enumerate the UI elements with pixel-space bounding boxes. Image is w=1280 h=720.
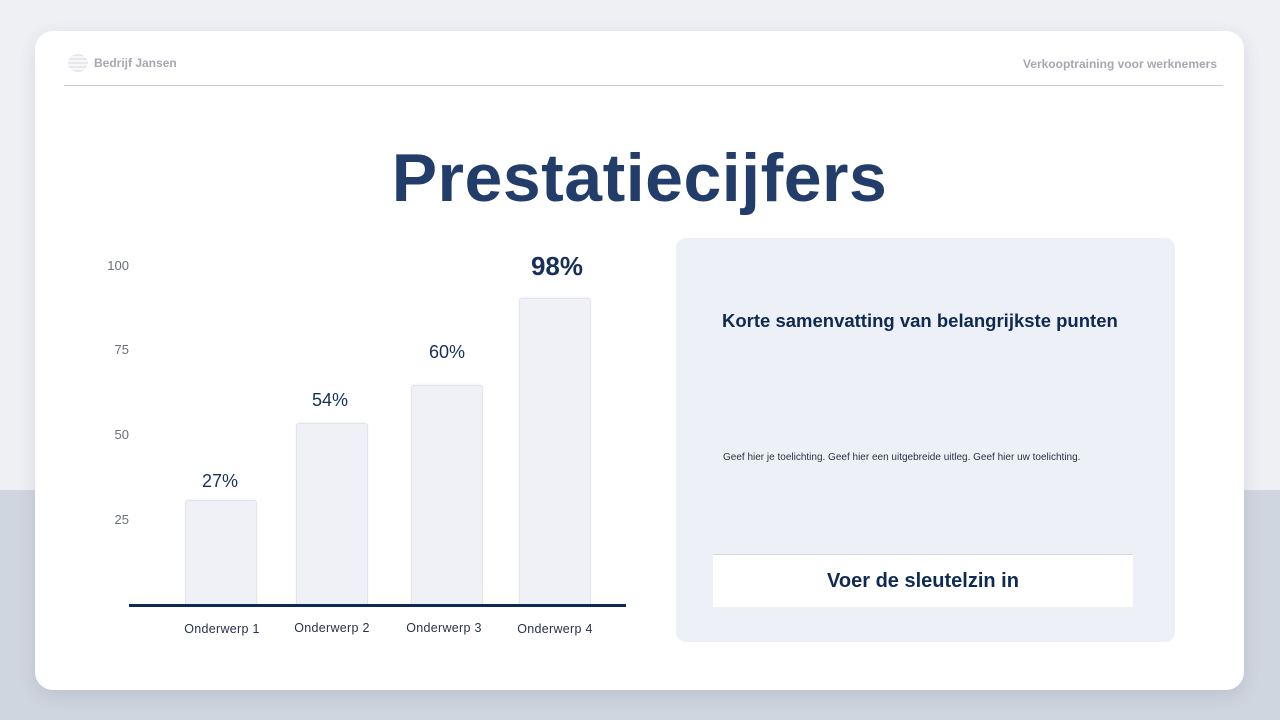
bar-value-label: 27% <box>201 471 239 491</box>
y-tick-75: 75 <box>114 342 129 357</box>
bar-value-label: 54% <box>311 390 349 410</box>
summary-panel: Korte samenvatting van belangrijkste pun… <box>676 238 1175 642</box>
bar-value-label: 60% <box>428 342 466 362</box>
x-label: Onderwerp 3 <box>406 621 482 635</box>
y-tick-25: 25 <box>114 512 129 527</box>
bar-onderwerp-4 <box>519 298 591 605</box>
bar-onderwerp-3 <box>411 385 483 605</box>
x-label: Onderwerp 4 <box>517 622 593 636</box>
bar-value-label: 98% <box>530 251 584 281</box>
y-tick-100: 100 <box>107 258 129 273</box>
company-logo-icon <box>68 54 88 72</box>
x-axis-baseline <box>129 604 626 607</box>
header-brand: Bedrijf Jansen <box>68 54 177 72</box>
brand-name: Bedrijf Jansen <box>94 56 177 70</box>
bar-onderwerp-1 <box>185 500 257 605</box>
summary-body: Geef hier je toelichting. Geef hier een … <box>723 452 1081 463</box>
header-divider <box>64 85 1223 86</box>
bar-onderwerp-2 <box>296 423 368 605</box>
bar-chart: 100 75 50 25 27% 54% 60% 98% Onderwerp 1… <box>95 251 655 671</box>
page-title: Prestatiecijfers <box>391 140 888 216</box>
header-subtitle: Verkooptraining voor werknemers <box>1022 57 1217 71</box>
x-label: Onderwerp 2 <box>294 621 370 635</box>
x-label: Onderwerp 1 <box>184 622 260 636</box>
key-phrase-box[interactable]: Voer de sleutelzin in <box>713 554 1133 607</box>
summary-title: Korte samenvatting van belangrijkste pun… <box>722 310 1118 331</box>
y-tick-50: 50 <box>114 427 129 442</box>
slide-card: Bedrijf Jansen Verkooptraining voor werk… <box>35 31 1244 690</box>
